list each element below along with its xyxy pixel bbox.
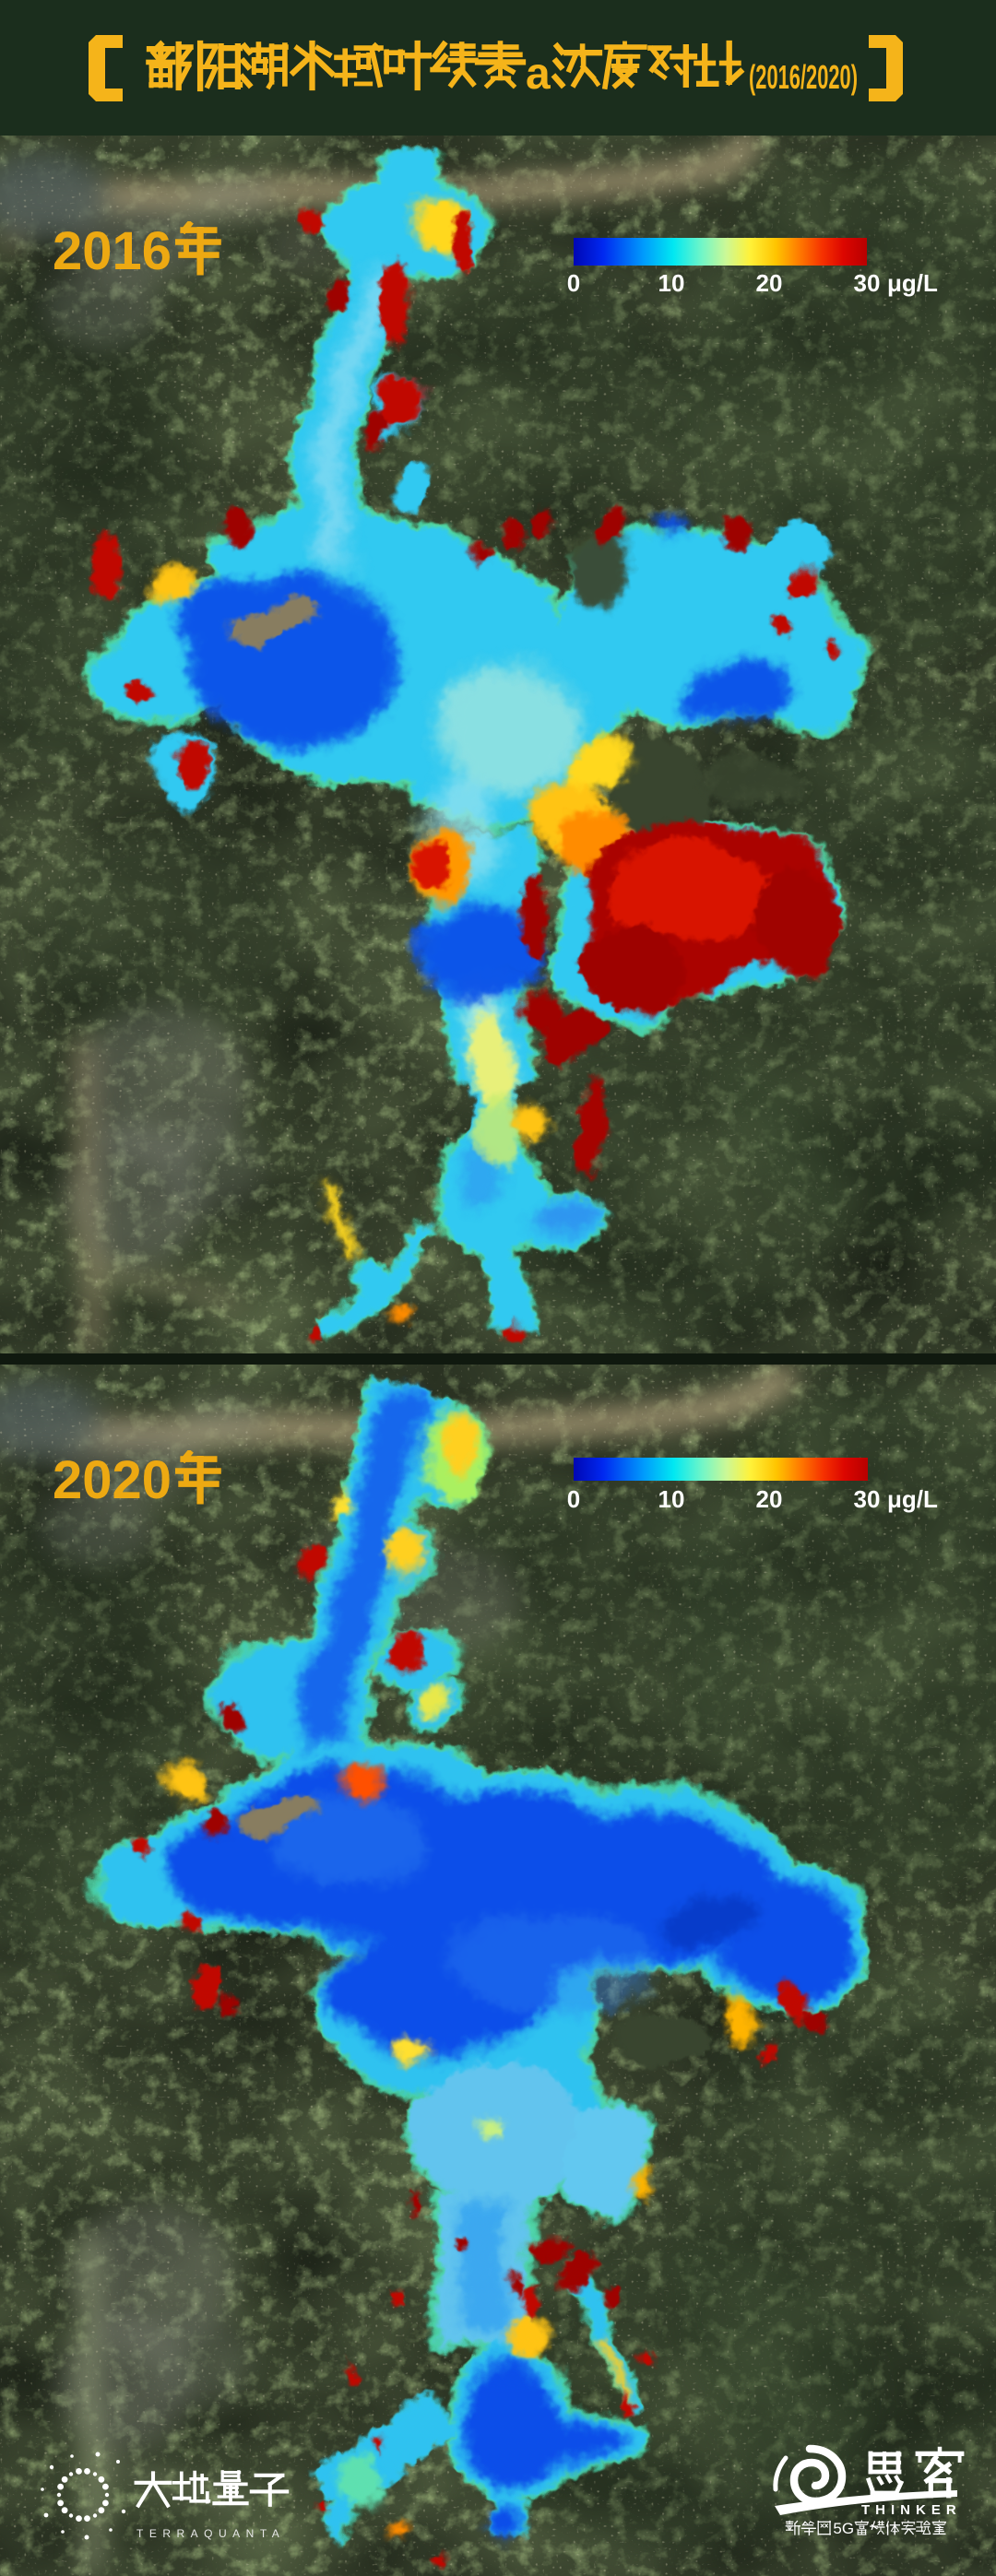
svg-text:a: a xyxy=(526,50,551,99)
svg-text:5G: 5G xyxy=(833,2520,854,2537)
svg-text:2016: 2016 xyxy=(53,221,172,281)
svg-text:2020: 2020 xyxy=(53,1450,172,1510)
svg-text:THINKER: THINKER xyxy=(861,2502,962,2518)
svg-text:TERRAQUANTA: TERRAQUANTA xyxy=(136,2527,285,2540)
svg-text:(2016/2020): (2016/2020) xyxy=(749,58,858,96)
